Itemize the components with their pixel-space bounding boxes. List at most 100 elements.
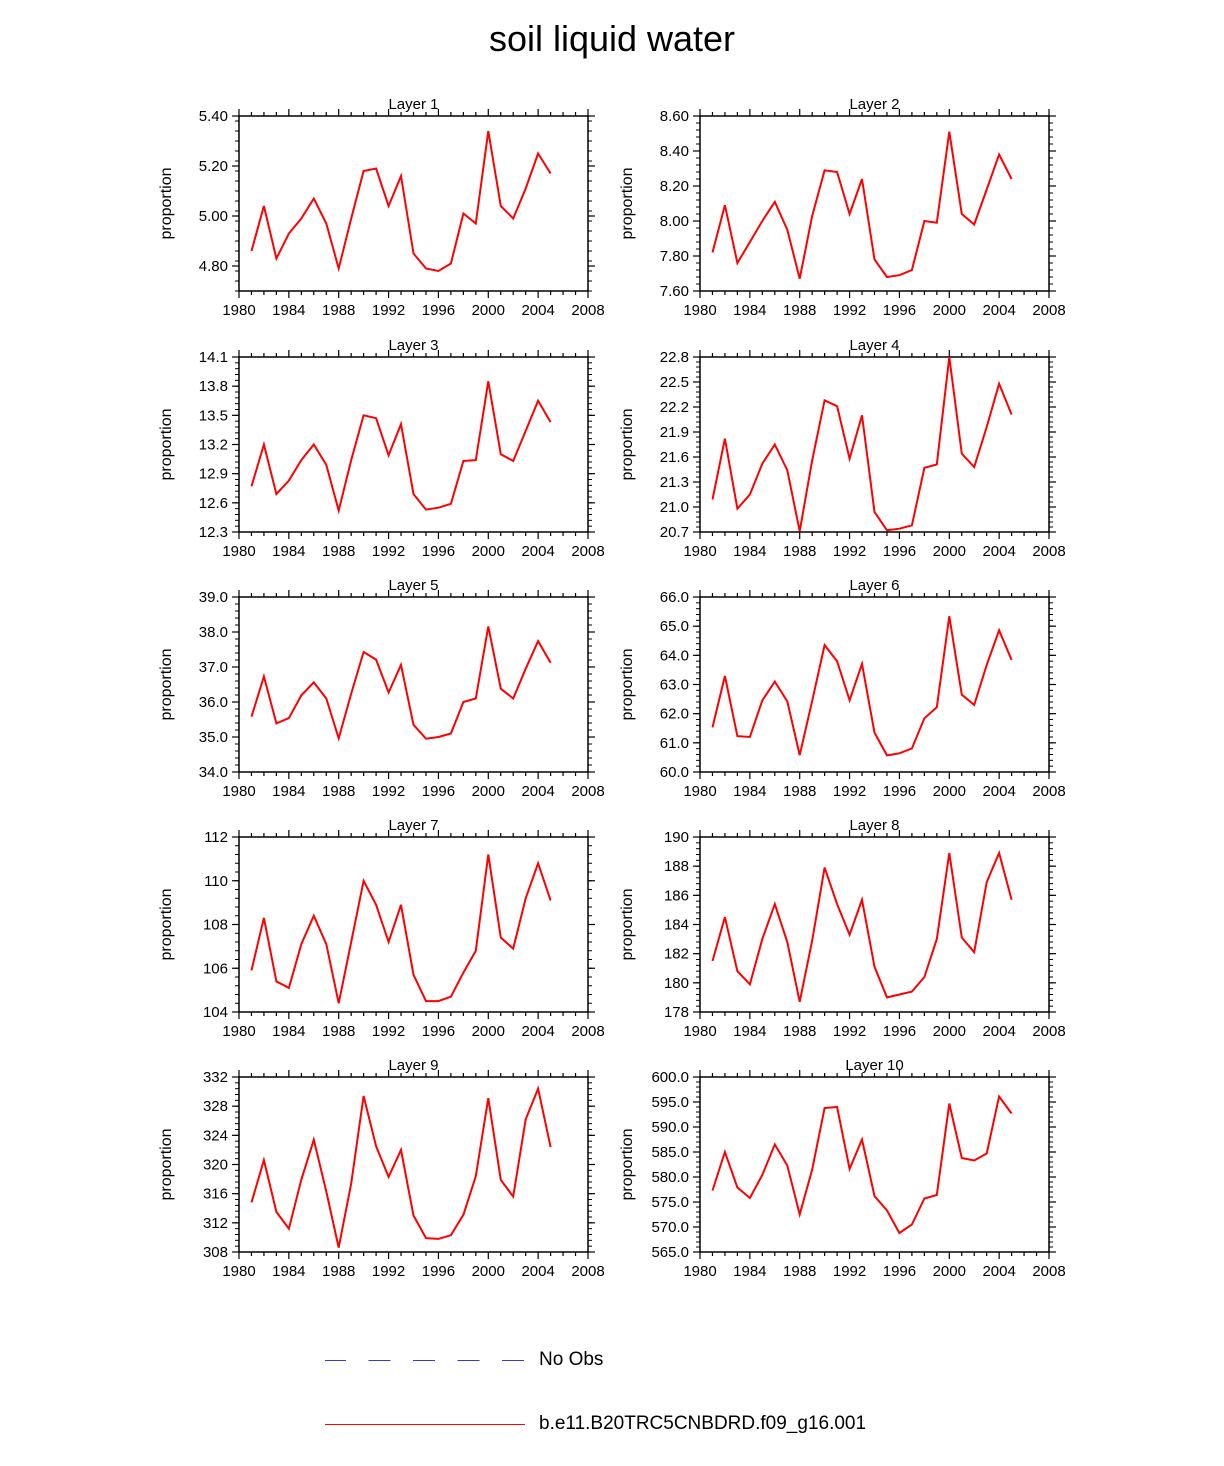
x-tick-label: 1996	[422, 302, 455, 319]
x-tick-label: 1996	[422, 1263, 455, 1280]
chart-panel-3: Layer 3 1980 1984 1988 1992 1996 2000 2004 2008 1…	[158, 337, 605, 560]
y-tick-label: 106	[203, 960, 228, 977]
y-tick-label: 4.80	[199, 258, 228, 275]
x-tick-label: 2004	[982, 1263, 1015, 1280]
x-tick-label: 1988	[322, 783, 355, 800]
series-line	[250, 854, 552, 1004]
y-tick-label: 316	[203, 1186, 228, 1203]
y-tick-label: 112	[204, 829, 228, 846]
y-tick-label: 62.0	[660, 706, 689, 723]
plot-frame	[699, 596, 1050, 773]
y-tick-label: 308	[203, 1244, 228, 1261]
x-tick-label: 1988	[322, 1023, 355, 1040]
y-tick-label: 60.0	[660, 764, 689, 781]
y-tick-label: 328	[203, 1098, 228, 1115]
x-tick-label: 2004	[521, 783, 554, 800]
x-tick-label: 1988	[783, 783, 816, 800]
x-tick-label: 2004	[521, 543, 554, 560]
y-axis-label: proportion	[158, 888, 175, 960]
y-tick-label: 13.2	[199, 437, 228, 454]
y-tick-label: 8.00	[660, 213, 689, 230]
legend-dashed-line-swatch	[325, 1359, 525, 1361]
y-tick-label: 36.0	[199, 694, 228, 711]
y-tick-label: 5.40	[199, 108, 228, 125]
y-tick-label: 184	[664, 917, 689, 934]
x-tick-label: 2004	[521, 1263, 554, 1280]
x-tick-label: 2000	[933, 783, 966, 800]
x-tick-label: 1980	[683, 1023, 716, 1040]
y-tick-label: 63.0	[660, 677, 689, 694]
y-tick-label: 66.0	[660, 589, 689, 606]
y-tick-label: 22.8	[660, 349, 689, 366]
x-tick-label: 2008	[571, 1023, 604, 1040]
panel-title: Layer 9	[388, 1057, 438, 1074]
x-tick-label: 1984	[733, 1023, 766, 1040]
chart-panel-8: Layer 8 1980 1984 1988 1992 1996 2000 2004 2008 1…	[619, 817, 1066, 1040]
x-tick-label: 1980	[222, 1263, 255, 1280]
plot-frame	[238, 836, 589, 1013]
x-tick-label: 1996	[883, 543, 916, 560]
y-tick-label: 188	[664, 858, 689, 875]
legend-solid-line-swatch	[325, 1423, 525, 1425]
x-tick-label: 1988	[783, 1023, 816, 1040]
plot-frame	[699, 836, 1050, 1013]
y-tick-label: 14.1	[199, 349, 228, 366]
y-tick-label: 585.0	[651, 1144, 689, 1161]
x-tick-label: 2004	[982, 543, 1015, 560]
legend-entry-model: b.e11.B20TRC5CNBDRD.f09_g16.001	[325, 1409, 866, 1439]
legend-label-model: b.e11.B20TRC5CNBDRD.f09_g16.001	[539, 1413, 867, 1434]
x-tick-label: 1992	[372, 543, 405, 560]
plot-frame	[238, 115, 589, 292]
y-tick-label: 61.0	[660, 735, 689, 752]
chart-panel-5: Layer 5 1980 1984 1988 1992 1996 2000 2004 2008 3…	[158, 577, 605, 800]
y-tick-label: 324	[203, 1127, 228, 1144]
x-tick-label: 2008	[1032, 1023, 1065, 1040]
legend-entry-obs: No Obs	[325, 1345, 603, 1375]
y-tick-label: 22.2	[660, 399, 689, 416]
panel-title: Layer 2	[849, 96, 899, 113]
plot-frame	[238, 1076, 589, 1253]
y-axis-label: proportion	[619, 408, 636, 480]
y-tick-label: 12.6	[199, 495, 228, 512]
y-tick-label: 13.8	[199, 378, 228, 395]
x-tick-label: 1980	[222, 543, 255, 560]
x-tick-label: 1980	[683, 783, 716, 800]
chart-panel-4: Layer 4 1980 1984 1988 1992 1996 2000 2004 2008 2…	[619, 337, 1066, 560]
y-tick-label: 37.0	[199, 659, 228, 676]
y-axis-label: proportion	[619, 167, 636, 239]
y-axis-label: proportion	[619, 1128, 636, 1200]
panel-title: Layer 5	[388, 577, 438, 594]
series-line	[250, 130, 552, 273]
y-tick-label: 110	[204, 873, 228, 890]
x-tick-label: 1980	[683, 1263, 716, 1280]
panel-title: Layer 3	[388, 337, 438, 354]
series-line	[250, 1085, 552, 1248]
y-tick-label: 108	[203, 917, 228, 934]
chart-panel-1: Layer 1 1980 1984 1988 1992 1996 2000 2004 2008 4…	[158, 96, 605, 319]
x-tick-label: 1984	[272, 1263, 305, 1280]
x-tick-label: 1992	[372, 302, 405, 319]
y-tick-label: 565.0	[651, 1244, 689, 1261]
y-tick-label: 570.0	[651, 1219, 689, 1236]
y-tick-label: 21.6	[660, 449, 689, 466]
x-tick-label: 1988	[322, 302, 355, 319]
y-tick-label: 20.7	[660, 524, 689, 541]
y-tick-label: 186	[664, 887, 689, 904]
panel-title: Layer 10	[845, 1057, 903, 1074]
y-tick-label: 8.20	[660, 178, 689, 195]
series-line	[711, 616, 1013, 757]
y-tick-label: 5.20	[199, 158, 228, 175]
y-tick-label: 312	[203, 1215, 228, 1232]
x-tick-label: 2008	[1032, 543, 1065, 560]
x-tick-label: 2008	[571, 783, 604, 800]
x-tick-label: 2000	[933, 1023, 966, 1040]
y-tick-label: 22.5	[660, 374, 689, 391]
x-tick-label: 1996	[422, 543, 455, 560]
panel-title: Layer 1	[388, 96, 438, 113]
x-tick-label: 2008	[1032, 1263, 1065, 1280]
x-tick-label: 2008	[571, 302, 604, 319]
x-tick-label: 1984	[272, 783, 305, 800]
series-line	[711, 1094, 1013, 1235]
y-tick-label: 590.0	[651, 1119, 689, 1136]
panel-title: Layer 8	[849, 817, 899, 834]
